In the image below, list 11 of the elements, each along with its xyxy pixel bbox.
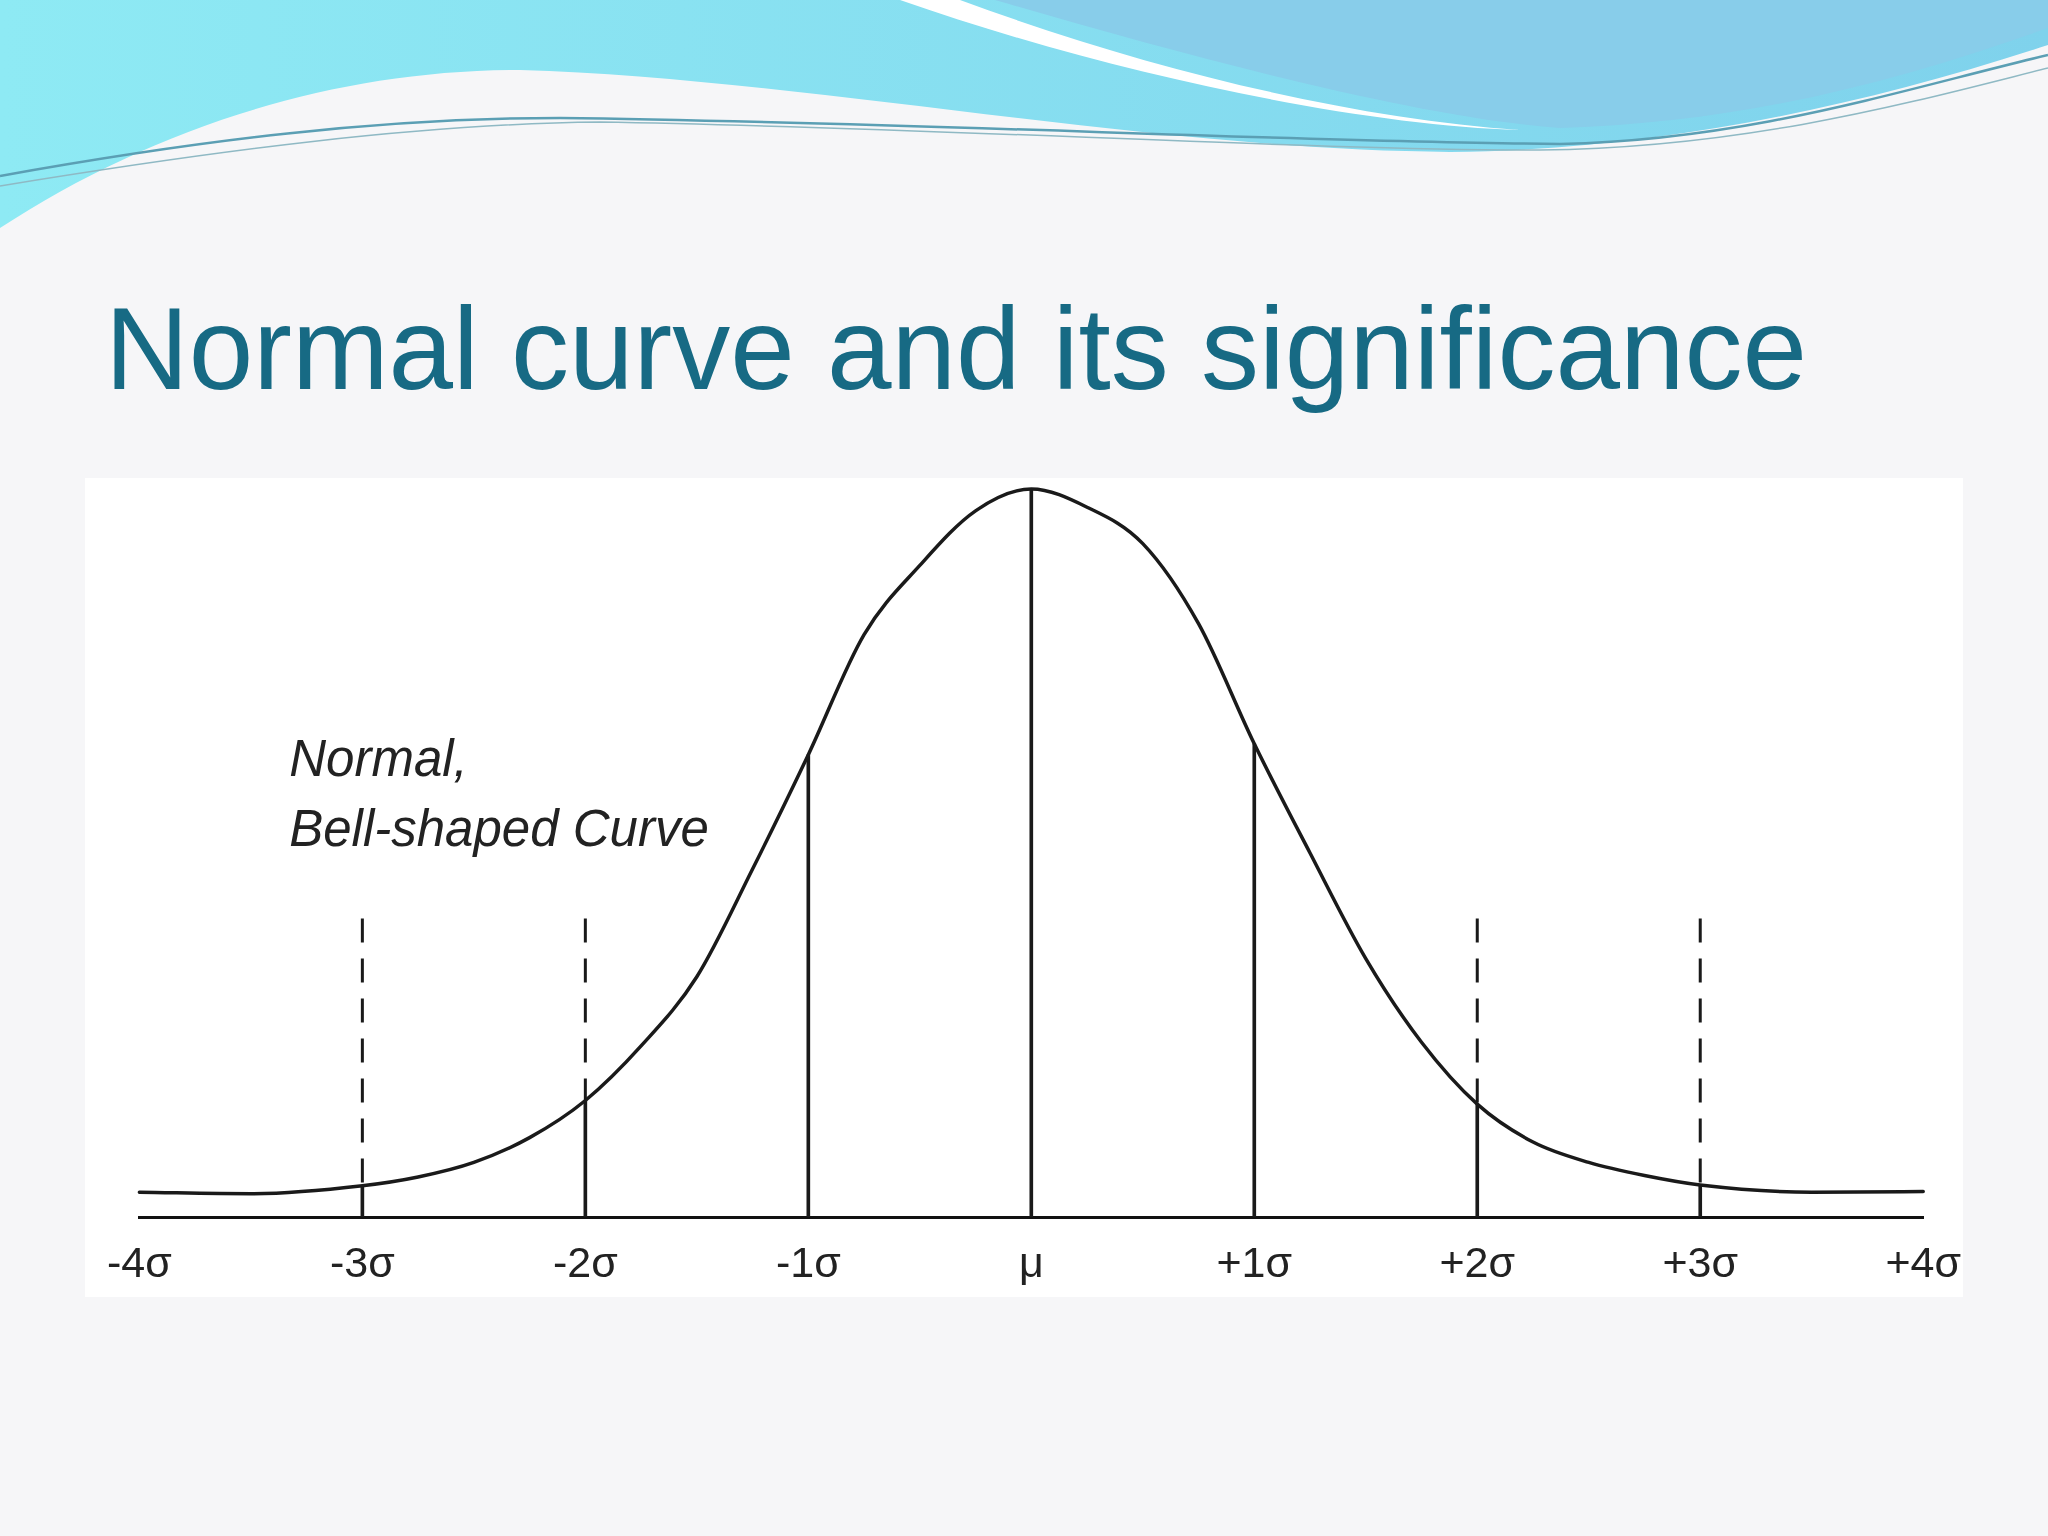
x-tick-label: +3σ [1662,1237,1739,1286]
x-tick-label: +2σ [1439,1237,1516,1286]
x-tick-label: -1σ [775,1237,841,1286]
x-tick-label: -3σ [329,1237,395,1286]
chart-title: Normal curve and its significance [105,284,1808,414]
annotation: Normal, Bell-shaped Curve [289,729,709,857]
x-tick-label: -4σ [107,1237,172,1286]
x-tick-label: μ [1018,1237,1044,1286]
x-tick-label: +1σ [1216,1237,1293,1286]
x-tick-label: +4σ [1885,1237,1962,1286]
x-tick-label: -2σ [552,1237,618,1286]
